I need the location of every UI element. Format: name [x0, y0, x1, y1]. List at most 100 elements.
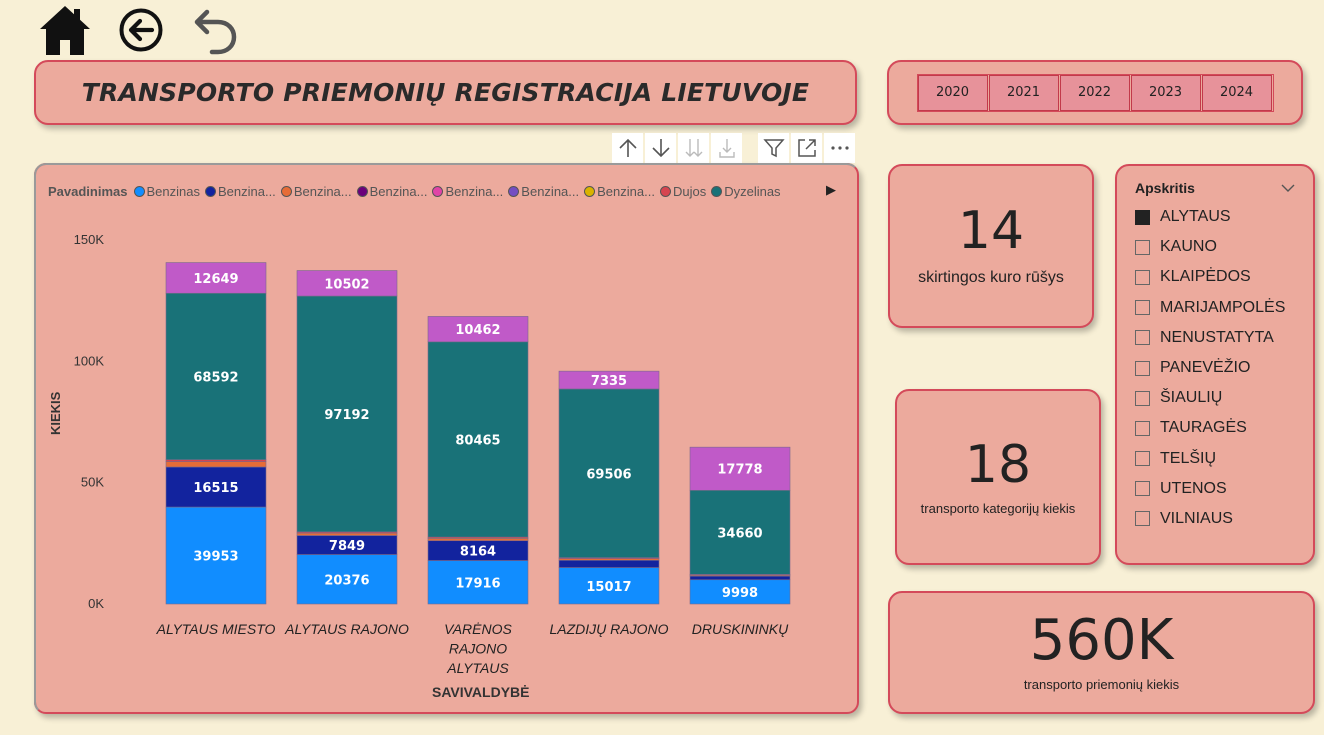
bar-segment[interactable]: [165, 461, 267, 468]
chevron-down-icon[interactable]: [1281, 178, 1295, 197]
data-label: 16515: [193, 481, 238, 496]
data-label: 69506: [586, 467, 631, 482]
x-tick-label: ALYTAUS: [446, 660, 509, 676]
checkbox[interactable]: [1135, 300, 1150, 316]
bar-segment[interactable]: [296, 532, 398, 536]
year-button-2021[interactable]: 2021: [988, 74, 1059, 111]
slicer-item[interactable]: VILNIAUS: [1135, 504, 1295, 534]
checkbox[interactable]: [1135, 239, 1150, 255]
bar-segment[interactable]: [165, 292, 267, 460]
legend-item[interactable]: Dyzelinas: [711, 184, 781, 199]
legend-label: Benzina...: [445, 184, 504, 199]
legend-item[interactable]: Dujos: [659, 184, 706, 199]
legend-label: Benzinas: [146, 184, 200, 199]
expand-hierarchy-icon[interactable]: [711, 133, 742, 163]
x-tick-label: ALYTAUS MIESTO: [156, 621, 276, 637]
checkbox[interactable]: [1135, 360, 1150, 376]
bar-segment[interactable]: [427, 341, 529, 538]
bar-segment[interactable]: [689, 579, 791, 605]
legend-item[interactable]: Benzina...: [204, 184, 276, 199]
slicer-item[interactable]: UTENOS: [1135, 474, 1295, 504]
bar-segment[interactable]: [296, 270, 398, 297]
year-button-2020[interactable]: 2020: [917, 74, 988, 111]
legend-dot: [280, 186, 292, 197]
slicer-item[interactable]: ALYTAUS: [1135, 202, 1295, 232]
checkbox[interactable]: [1135, 481, 1150, 497]
slicer-item[interactable]: ŠIAULIŲ: [1135, 383, 1295, 413]
checkbox[interactable]: [1135, 511, 1150, 527]
legend-label: Benzina...: [217, 184, 276, 199]
focus-mode-icon[interactable]: [791, 133, 822, 163]
year-button-2024[interactable]: 2024: [1201, 74, 1272, 111]
legend-item[interactable]: Benzina...: [584, 184, 655, 199]
bar-segment[interactable]: [558, 559, 660, 568]
data-label: 17916: [455, 576, 500, 591]
slicer-item-label: ALYTAUS: [1160, 208, 1231, 226]
arrow-up-icon[interactable]: [612, 133, 643, 163]
year-button-2022[interactable]: 2022: [1059, 74, 1130, 111]
bar-segment[interactable]: [558, 388, 660, 558]
bar-segment[interactable]: [296, 295, 398, 533]
legend-item[interactable]: Benzinas: [133, 184, 200, 199]
legend-item[interactable]: Benzina...: [508, 184, 579, 199]
legend-item[interactable]: Benzina...: [432, 184, 503, 199]
year-button-2023[interactable]: 2023: [1130, 74, 1201, 111]
bar-segment[interactable]: [165, 466, 267, 508]
bar-segment[interactable]: [558, 370, 660, 390]
slicer-item[interactable]: KAUNO: [1135, 232, 1295, 262]
legend-item[interactable]: Benzina...: [356, 184, 428, 199]
more-options-icon[interactable]: [824, 133, 855, 163]
page-title: TRANSPORTO PRIEMONIŲ REGISTRACIJA LIETUV…: [81, 78, 810, 107]
slicer-title: Apskritis: [1135, 179, 1195, 196]
double-arrow-down-icon[interactable]: [678, 133, 709, 163]
legend-title: Pavadinimas: [48, 184, 128, 199]
back-arrow-circle-icon[interactable]: [112, 2, 170, 58]
checkbox[interactable]: [1135, 451, 1150, 467]
x-tick-label: ALYTAUS RAJONO: [284, 621, 409, 637]
slicer-item-label: VILNIAUS: [1160, 509, 1233, 527]
arrow-down-icon[interactable]: [645, 133, 676, 163]
x-tick-label: VARĖNOS: [444, 621, 512, 637]
bar-segment[interactable]: [689, 446, 791, 491]
data-label: 68592: [193, 370, 238, 385]
checkbox[interactable]: [1135, 209, 1150, 225]
legend-dot: [711, 186, 723, 197]
checkbox[interactable]: [1135, 269, 1150, 285]
checkbox[interactable]: [1135, 390, 1150, 406]
y-tick-label: 100K: [74, 353, 105, 368]
bar-segment[interactable]: [689, 489, 791, 575]
kpi-fuel-types-card: 14 skirtingos kuro rūšys: [888, 164, 1094, 328]
bar-segment[interactable]: [165, 262, 267, 294]
slicer-item[interactable]: PANEVĖŽIO: [1135, 353, 1295, 383]
bar-segment[interactable]: [558, 567, 660, 605]
slicer-item-label: KLAIPĖDOS: [1160, 268, 1251, 286]
y-tick-label: 150K: [74, 232, 105, 247]
chart-legend: Pavadinimas Benzinas Benzina... Benzina.…: [48, 184, 786, 199]
bar-segment[interactable]: [427, 537, 529, 542]
slicer-item[interactable]: MARIJAMPOLĖS: [1135, 293, 1295, 323]
bar-segment[interactable]: [427, 560, 529, 605]
checkbox[interactable]: [1135, 330, 1150, 346]
data-label: 39953: [193, 550, 238, 565]
legend-next-icon[interactable]: ▶: [826, 183, 836, 198]
filter-icon[interactable]: [758, 133, 789, 163]
legend-item[interactable]: Benzina...: [280, 184, 352, 199]
slicer-item[interactable]: TAURAGĖS: [1135, 413, 1295, 443]
slicer-item-label: NENUSTATYTA: [1160, 328, 1274, 346]
bar-segment[interactable]: [427, 316, 529, 343]
home-icon[interactable]: [36, 2, 94, 58]
checkbox[interactable]: [1135, 420, 1150, 436]
legend-label: Benzina...: [369, 184, 428, 199]
kpi-vehicles-card: 560K transporto priemonių kiekis: [888, 591, 1315, 714]
bar-segment[interactable]: [296, 554, 398, 605]
slicer-item-label: TAURAGĖS: [1160, 419, 1247, 437]
legend-dot: [133, 186, 145, 197]
y-tick-label: 0K: [88, 596, 104, 611]
kpi-categories-card: 18 transporto kategorijų kiekis: [895, 389, 1101, 565]
slicer-item[interactable]: TELŠIŲ: [1135, 444, 1295, 474]
slicer-item[interactable]: NENUSTATYTA: [1135, 323, 1295, 353]
undo-icon[interactable]: [186, 2, 244, 58]
legend-dot: [659, 186, 671, 197]
bar-segment[interactable]: [689, 575, 791, 581]
slicer-item[interactable]: KLAIPĖDOS: [1135, 262, 1295, 292]
